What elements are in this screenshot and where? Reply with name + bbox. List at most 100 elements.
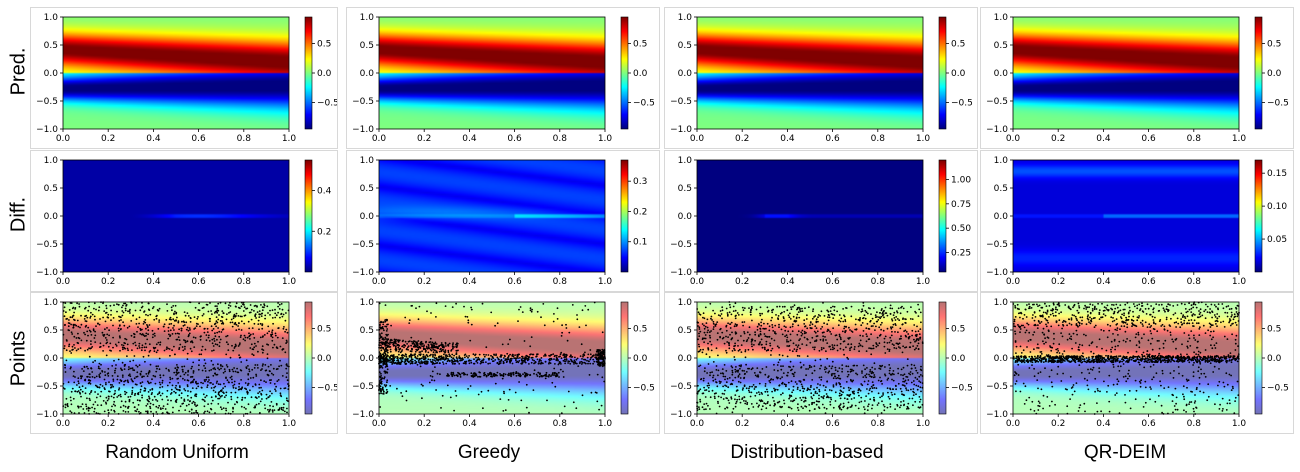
sample-point <box>750 343 753 345</box>
sample-point <box>874 329 876 331</box>
sample-point <box>119 349 121 352</box>
sample-point <box>716 332 719 334</box>
sample-point <box>281 315 284 318</box>
sample-point <box>156 367 158 370</box>
y-tick-label: −0.5 <box>352 240 374 250</box>
sample-point <box>108 395 110 398</box>
sample-point <box>119 406 122 409</box>
sample-point <box>275 346 278 349</box>
sample-point <box>510 357 513 360</box>
sample-point <box>898 342 901 345</box>
sample-point <box>387 345 390 347</box>
sample-point <box>870 325 873 328</box>
sample-point <box>123 342 126 344</box>
sample-point <box>201 322 204 324</box>
sample-point <box>207 336 210 339</box>
sample-point <box>229 305 232 307</box>
sample-point <box>735 325 738 327</box>
colorbar-tick-label: 0.25 <box>951 249 971 259</box>
sample-point <box>135 323 138 325</box>
sample-point <box>77 380 80 383</box>
sample-point <box>870 385 873 388</box>
sample-point <box>245 359 248 362</box>
sample-point <box>252 376 255 379</box>
sample-point <box>381 357 383 360</box>
sample-point <box>596 358 598 361</box>
sample-point <box>823 368 826 371</box>
sample-point <box>574 356 576 359</box>
sample-point <box>71 345 74 348</box>
sample-point <box>136 408 139 411</box>
sample-point <box>451 360 454 362</box>
sample-point <box>485 354 487 356</box>
sample-point <box>891 343 894 345</box>
sample-point <box>403 361 406 363</box>
sample-point <box>153 350 156 353</box>
sample-point <box>118 388 120 391</box>
sample-point <box>78 412 80 414</box>
sample-point <box>778 384 781 387</box>
sample-point <box>256 311 259 313</box>
sample-point <box>90 390 93 392</box>
colorbar-tick-label: 0.75 <box>951 200 971 210</box>
sample-point <box>427 343 430 346</box>
sample-point <box>146 324 148 326</box>
sample-point <box>721 331 724 334</box>
sample-point <box>277 305 279 308</box>
sample-point <box>145 327 147 330</box>
sample-point <box>221 320 223 322</box>
sample-point <box>537 371 540 374</box>
sample-point <box>825 350 827 353</box>
sample-point <box>253 367 256 369</box>
sample-point <box>225 353 228 356</box>
sample-point <box>890 327 893 330</box>
sample-point <box>787 381 790 384</box>
sample-point <box>238 386 240 388</box>
sample-point <box>847 370 849 373</box>
sample-point <box>161 379 164 382</box>
sample-point <box>100 363 102 366</box>
sample-point <box>432 342 435 345</box>
sample-point <box>221 389 223 391</box>
sample-point <box>212 367 215 370</box>
sample-point <box>106 327 108 329</box>
sample-point <box>143 387 146 389</box>
y-tick-label: −0.5 <box>986 97 1008 107</box>
sample-point <box>830 333 833 335</box>
sample-point <box>897 398 900 400</box>
sample-point <box>526 374 528 377</box>
sample-point <box>202 382 204 385</box>
y-tick-label: 1.0 <box>44 156 59 166</box>
sample-point <box>149 405 151 408</box>
sample-point <box>709 374 711 377</box>
sample-point <box>920 365 922 368</box>
sample-point <box>89 317 92 319</box>
sample-point <box>862 330 865 332</box>
sample-point <box>757 405 760 408</box>
sample-point <box>602 349 605 352</box>
sample-point <box>734 317 737 320</box>
sample-point <box>905 382 908 385</box>
sample-point <box>286 411 288 414</box>
sample-point <box>587 308 590 311</box>
sample-point <box>880 328 882 331</box>
sample-point <box>151 336 154 339</box>
sample-point <box>812 310 814 313</box>
sample-point <box>269 379 271 382</box>
sample-point <box>809 388 811 391</box>
sample-point <box>841 330 844 333</box>
x-tick-label: 1.0 <box>282 419 297 429</box>
sample-point <box>548 361 551 364</box>
sample-point <box>435 302 438 305</box>
sample-point <box>467 388 469 390</box>
sample-point <box>466 373 469 376</box>
sample-point <box>69 316 72 319</box>
sample-point <box>1069 375 1072 378</box>
sample-point <box>897 372 900 375</box>
x-tick-label: 0.2 <box>1051 134 1065 144</box>
sample-point <box>602 352 605 354</box>
sample-point <box>149 349 152 352</box>
sample-point <box>878 367 881 370</box>
sample-point <box>491 356 494 359</box>
sample-point <box>258 391 261 393</box>
